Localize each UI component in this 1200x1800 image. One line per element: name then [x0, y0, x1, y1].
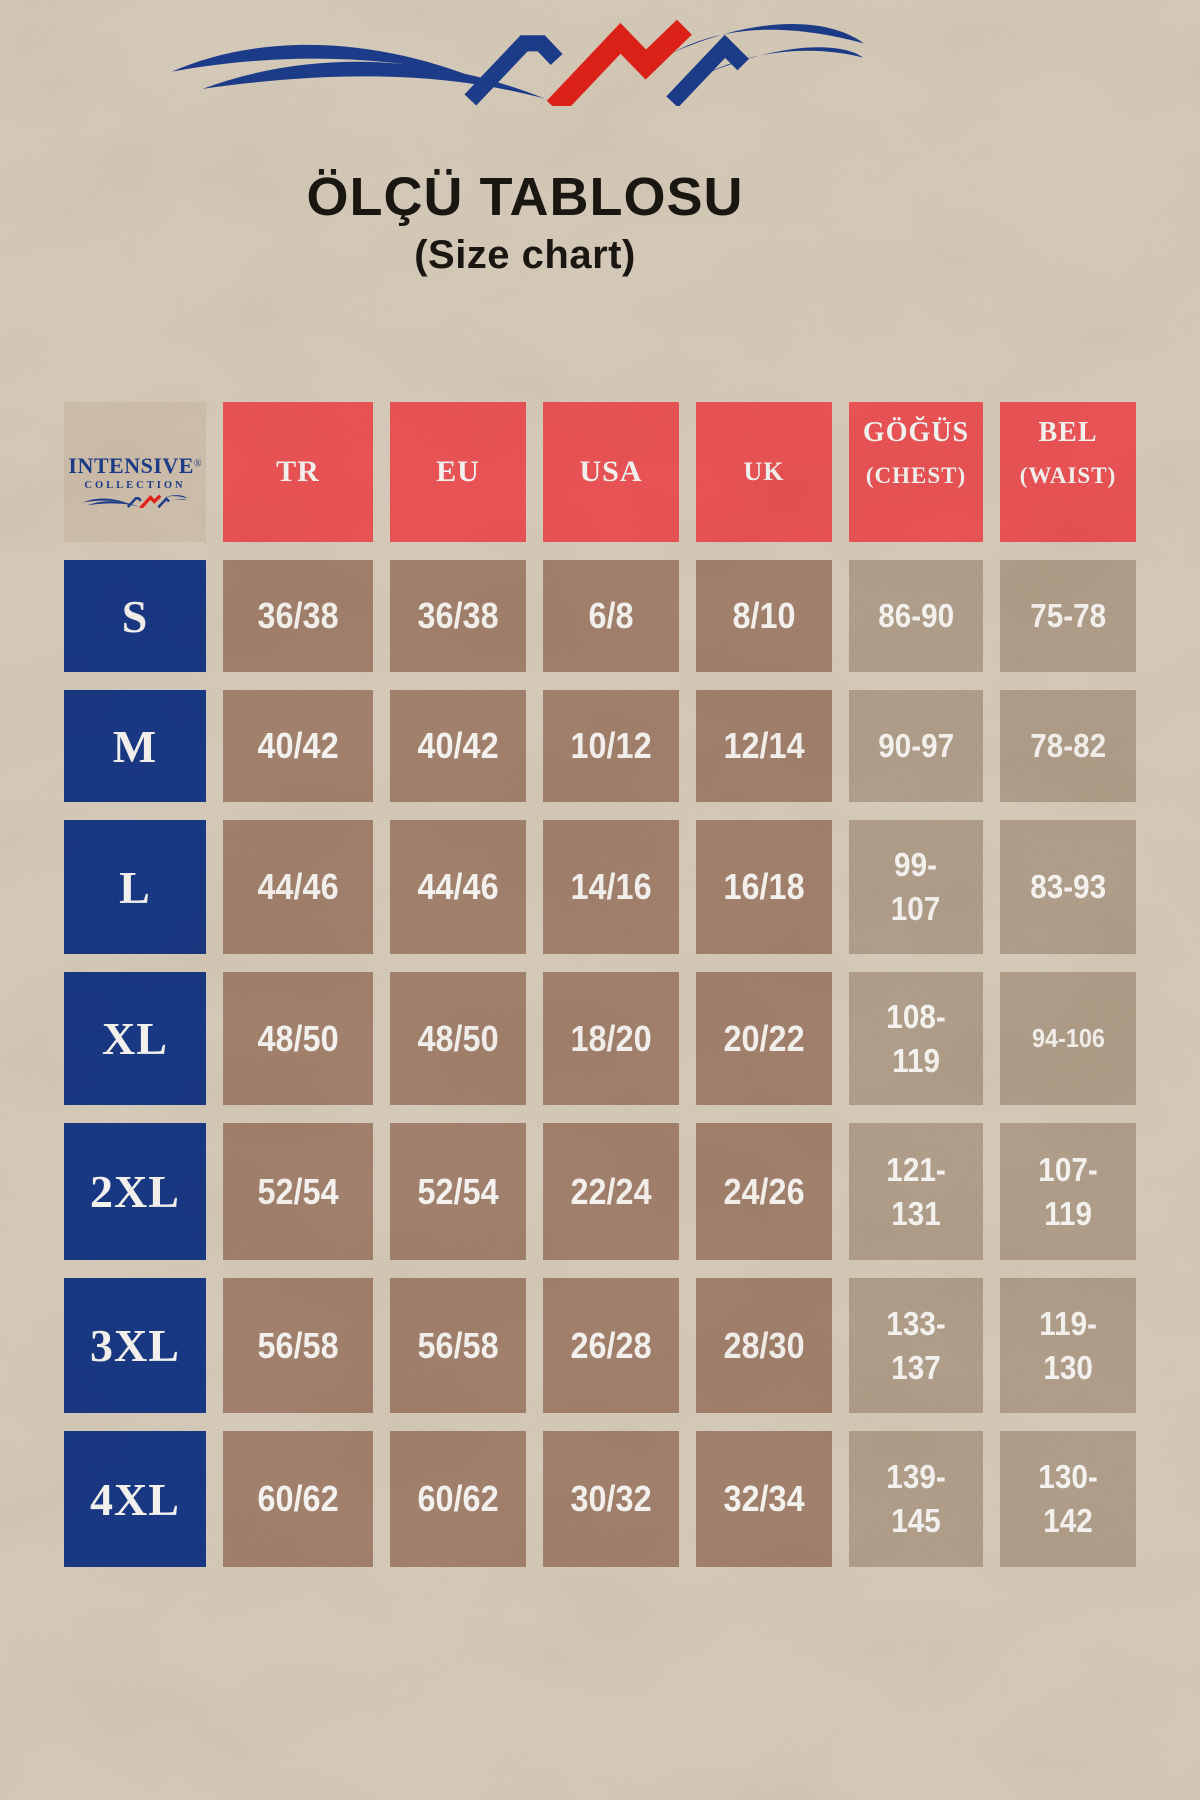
cell-2xl-tr: 52/54 [223, 1123, 373, 1260]
cell-3xl-tr: 56/58 [223, 1278, 373, 1413]
cell-4xl-tr: 60/62 [223, 1431, 373, 1567]
page-subtitle: (Size chart) [414, 233, 636, 278]
cell-xl-uk: 20/22 [696, 972, 832, 1105]
cell-s-tr: 36/38 [223, 560, 373, 672]
cell-xl-eu: 48/50 [390, 972, 526, 1105]
cell-4xl-eu: 60/62 [390, 1431, 526, 1567]
size-chart-table: INTENSIVE® COLLECTION TR EU USA UK GÖĞÜS… [64, 402, 1136, 1567]
cell-l-chest: 99- 107 [849, 820, 983, 954]
row-label-2xl: 2XL [64, 1123, 206, 1260]
cell-l-waist: 83-93 [1000, 820, 1136, 954]
cell-l-tr: 44/46 [223, 820, 373, 954]
col-header-chest-en: (CHEST) [865, 463, 967, 488]
cell-l-uk: 16/18 [696, 820, 832, 954]
col-header-waist: BEL (WAIST) [1000, 402, 1136, 542]
row-label-s: S [64, 560, 206, 672]
cell-m-chest: 90-97 [849, 690, 983, 802]
brand-name: INTENSIVE [68, 452, 194, 478]
brand-logo: INTENSIVE® [68, 452, 202, 478]
col-header-tr: TR [223, 402, 373, 542]
cell-3xl-chest: 133- 137 [849, 1278, 983, 1413]
cell-xl-chest: 108- 119 [849, 972, 983, 1105]
brand-wave-ornament-icon [172, 19, 864, 106]
col-header-usa: USA [543, 402, 679, 542]
page-title: ÖLÇÜ TABLOSU [306, 167, 744, 227]
cell-4xl-chest: 139- 145 [849, 1431, 983, 1567]
cell-2xl-waist: 107- 119 [1000, 1123, 1136, 1260]
cell-xl-waist: 94-106 [1000, 972, 1136, 1105]
col-header-chest-tr: GÖĞÜS [862, 417, 970, 448]
cell-xl-usa: 18/20 [543, 972, 679, 1105]
cell-3xl-uk: 28/30 [696, 1278, 832, 1413]
cell-s-waist: 75-78 [1000, 560, 1136, 672]
cell-s-uk: 8/10 [696, 560, 832, 672]
cell-3xl-eu: 56/58 [390, 1278, 526, 1413]
col-header-chest: GÖĞÜS (CHEST) [849, 402, 983, 542]
row-label-3xl: 3XL [64, 1278, 206, 1413]
cell-4xl-usa: 30/32 [543, 1431, 679, 1567]
row-label-m: M [64, 690, 206, 802]
row-label-4xl: 4XL [64, 1431, 206, 1567]
cell-m-uk: 12/14 [696, 690, 832, 802]
cell-xl-tr: 48/50 [223, 972, 373, 1105]
cell-m-usa: 10/12 [543, 690, 679, 802]
col-header-uk: UK [696, 402, 832, 542]
registered-mark: ® [193, 458, 202, 470]
cell-l-usa: 14/16 [543, 820, 679, 954]
row-label-l: L [64, 820, 206, 954]
col-header-waist-tr: BEL [1038, 417, 1098, 448]
cell-m-tr: 40/42 [223, 690, 373, 802]
col-header-waist-en: (WAIST) [1019, 463, 1117, 488]
cell-4xl-waist: 130- 142 [1000, 1431, 1136, 1567]
cell-2xl-usa: 22/24 [543, 1123, 679, 1260]
cell-l-eu: 44/46 [390, 820, 526, 954]
cell-2xl-eu: 52/54 [390, 1123, 526, 1260]
title-block: ÖLÇÜ TABLOSU (Size chart) [0, 167, 1050, 278]
cell-m-eu: 40/42 [390, 690, 526, 802]
cell-m-waist: 78-82 [1000, 690, 1136, 802]
cell-2xl-chest: 121- 131 [849, 1123, 983, 1260]
cell-4xl-uk: 32/34 [696, 1431, 832, 1567]
brand-wave-mini-icon [82, 493, 188, 508]
cell-s-usa: 6/8 [543, 560, 679, 672]
cell-3xl-usa: 26/28 [543, 1278, 679, 1413]
brand-collection-label: COLLECTION [84, 479, 186, 491]
cell-2xl-uk: 24/26 [696, 1123, 832, 1260]
row-label-xl: XL [64, 972, 206, 1105]
col-header-eu: EU [390, 402, 526, 542]
brand-logo-cell: INTENSIVE® COLLECTION [64, 402, 206, 542]
cell-s-chest: 86-90 [849, 560, 983, 672]
cell-s-eu: 36/38 [390, 560, 526, 672]
cell-3xl-waist: 119- 130 [1000, 1278, 1136, 1413]
